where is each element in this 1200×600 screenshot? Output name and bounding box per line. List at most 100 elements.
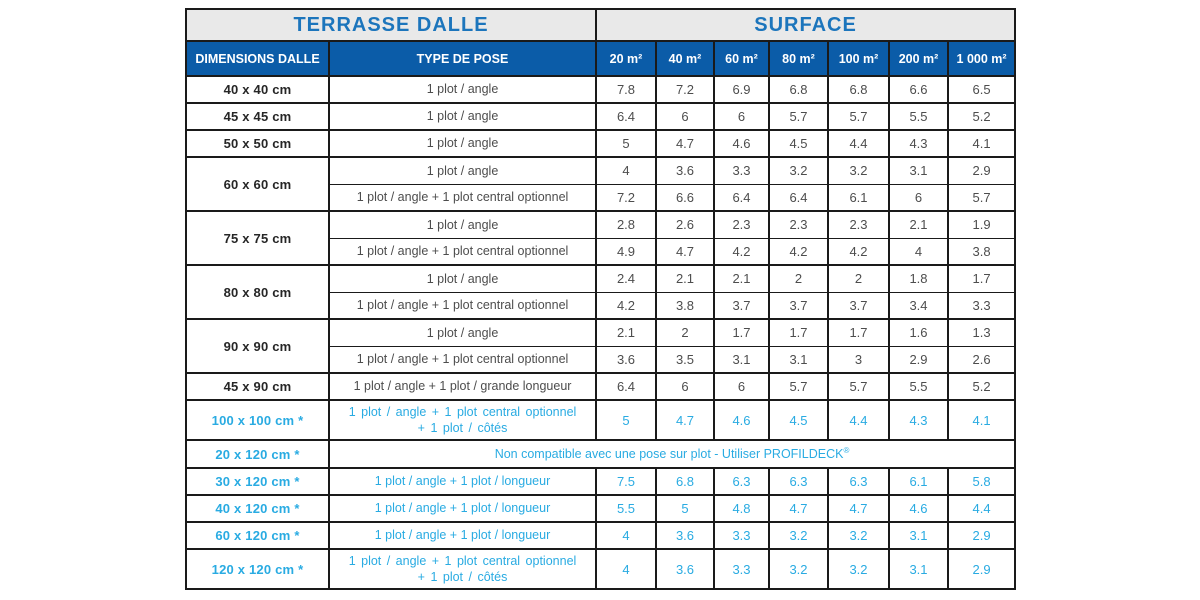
value-cell: 3.7 [768, 291, 829, 320]
value-cell: 3.3 [713, 156, 770, 185]
dimension-cell: 40 x 40 cm [185, 75, 330, 104]
column-header-surface-5: 100 m² [827, 40, 890, 77]
value-cell: 4.1 [946, 399, 1017, 441]
value-cell: 4.9 [595, 237, 657, 266]
title-row: TERRASSE DALLE SURFACE [185, 8, 1017, 42]
value-cell: 6.8 [827, 75, 890, 104]
table-row: 100 x 100 cm * 1 plot / angle + 1 plot ce… [185, 399, 1017, 441]
dimension-cell: 80 x 80 cm [185, 264, 330, 320]
value-cell: 2.8 [595, 210, 657, 239]
dimension-cell: 120 x 120 cm * [185, 548, 330, 590]
value-cell: 4.3 [888, 399, 949, 441]
value-cell: 3.3 [946, 291, 1017, 320]
pose-cell: 1 plot / angle + 1 plot central optionne… [328, 237, 597, 266]
dimension-cell: 30 x 120 cm * [185, 467, 330, 496]
pose-cell: 1 plot / angle [328, 156, 597, 185]
pose-cell: 1 plot / angle [328, 102, 597, 131]
value-cell: 6.8 [655, 467, 715, 496]
value-cell: 3.6 [655, 521, 715, 550]
dimension-cell: 60 x 120 cm * [185, 521, 330, 550]
value-cell: 2.6 [946, 345, 1017, 374]
value-cell: 6.3 [827, 467, 890, 496]
table-header: TERRASSE DALLE SURFACE DIMENSIONS DALLE … [185, 8, 1017, 77]
value-cell: 4.7 [655, 129, 715, 158]
column-header-type-de-pose: TYPE DE POSE [328, 40, 597, 77]
value-cell: 4.3 [888, 129, 949, 158]
value-cell: 3.1 [713, 345, 770, 374]
column-header-surface-3: 60 m² [713, 40, 770, 77]
registered-trademark-symbol: ® [843, 445, 850, 455]
value-cell: 6 [713, 102, 770, 131]
table-row: 30 x 120 cm * 1 plot / angle + 1 plot / l… [185, 467, 1017, 496]
value-cell: 4.4 [827, 399, 890, 441]
table-title-terrasse-dalle: TERRASSE DALLE [185, 8, 597, 42]
value-cell: 4.4 [827, 129, 890, 158]
dimension-cell: 60 x 60 cm [185, 156, 330, 212]
value-cell: 5 [655, 494, 715, 523]
value-cell: 4.6 [888, 494, 949, 523]
value-cell: 3.1 [888, 156, 949, 185]
pose-cell: 1 plot / angle + 1 plot central optionne… [328, 291, 597, 320]
value-cell: 3.6 [595, 345, 657, 374]
value-cell: 3.8 [655, 291, 715, 320]
pose-cell: 1 plot / angle + 1 plot / longueur [328, 494, 597, 523]
value-cell: 5.7 [827, 102, 890, 131]
value-cell: 3.1 [888, 521, 949, 550]
dimension-cell: 50 x 50 cm [185, 129, 330, 158]
value-cell: 4.4 [946, 494, 1017, 523]
value-cell: 2.9 [888, 345, 949, 374]
table-row: 1 plot / angle + 1 plot central optionne… [186, 237, 1017, 266]
value-cell: 3.2 [827, 156, 890, 185]
column-header-row: DIMENSIONS DALLE TYPE DE POSE 20 m² 40 m²… [185, 40, 1017, 77]
value-cell: 6.8 [768, 75, 829, 104]
pose-cell: 1 plot / angle + 1 plot central optionne… [328, 183, 597, 212]
value-cell: 2.9 [946, 548, 1017, 590]
value-cell: 7.8 [595, 75, 657, 104]
value-cell: 2.1 [713, 264, 770, 293]
value-cell: 5.7 [946, 183, 1017, 212]
value-cell: 4.7 [827, 494, 890, 523]
value-cell: 6.1 [827, 183, 890, 212]
value-cell: 4.6 [713, 399, 770, 441]
table-row: 50 x 50 cm 1 plot / angle 5 4.7 4.6 4.5 4.4 4.3… [185, 129, 1017, 158]
value-cell: 7.2 [655, 75, 715, 104]
value-cell: 1.7 [827, 318, 890, 347]
value-cell: 3.7 [827, 291, 890, 320]
value-cell: 3.2 [768, 521, 829, 550]
value-cell: 2.9 [946, 156, 1017, 185]
value-cell: 1.6 [888, 318, 949, 347]
value-cell: 5 [595, 399, 657, 441]
value-cell: 4.2 [827, 237, 890, 266]
value-cell: 3.6 [655, 156, 715, 185]
pose-cell: 1 plot / angle [328, 210, 597, 239]
table-row: 45 x 90 cm 1 plot / angle + 1 plot / gran… [185, 372, 1017, 401]
column-header-surface-1: 20 m² [595, 40, 657, 77]
table-row: 40 x 120 cm * 1 plot / angle + 1 plot / l… [185, 494, 1017, 523]
value-cell: 6 [888, 183, 949, 212]
value-cell: 6.4 [713, 183, 770, 212]
value-cell: 2.3 [768, 210, 829, 239]
value-cell: 1.7 [946, 264, 1017, 293]
dimension-cell: 90 x 90 cm [185, 318, 330, 374]
value-cell: 4.7 [768, 494, 829, 523]
value-cell: 6.6 [655, 183, 715, 212]
pose-cell: 1 plot / angle + 1 plot / longueur [328, 521, 597, 550]
table-row: 20 x 120 cm * Non compatible avec une pos… [185, 439, 1017, 469]
table-row: 80 x 80 cm 1 plot / angle 2.4 2.1 2.1 2 2 1.8 1.… [185, 264, 1017, 320]
table-row: 1 plot / angle + 1 plot central optionne… [186, 183, 1017, 212]
column-header-surface-7: 1 000 m² [946, 40, 1017, 77]
pose-cell: 1 plot / angle + 1 plot central optionne… [328, 548, 597, 590]
dimension-cell: 75 x 75 cm [185, 210, 330, 266]
dimension-cell: 45 x 45 cm [185, 102, 330, 131]
value-cell: 4 [595, 548, 657, 590]
value-cell: 3.2 [768, 548, 829, 590]
value-cell: 3.3 [713, 548, 770, 590]
table-row: 60 x 60 cm 1 plot / angle 4 3.6 3.3 3.2 3.2 3.1… [185, 156, 1017, 212]
pose-cell: 1 plot / angle [328, 129, 597, 158]
pose-cell: 1 plot / angle + 1 plot / grande longueu… [328, 372, 597, 401]
value-cell: 4.7 [655, 399, 715, 441]
value-cell: 2.4 [595, 264, 657, 293]
value-cell: 5.5 [888, 102, 949, 131]
value-cell: 4.1 [946, 129, 1017, 158]
